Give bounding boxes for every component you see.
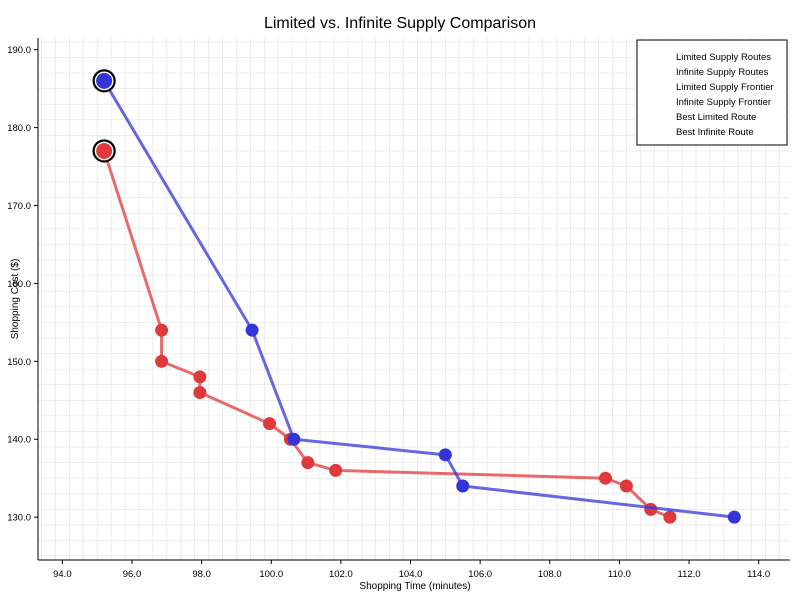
y-tick-label: 140.0 [7,435,31,446]
limited-supply-frontier-point [193,385,207,399]
legend-box [636,39,788,146]
limited-supply-frontier-point [663,510,677,524]
limited-supply-frontier-point [155,354,169,368]
legend: Limited Supply Routes Infinite Supply Ro… [636,39,788,146]
infinite-supply-frontier-point [287,432,301,446]
x-tick-label: 108.0 [538,569,562,580]
legend-item-best-limited: Best Limited Route [676,112,756,123]
legend-item-limited-frontier: Limited Supply Frontier [676,82,774,93]
infinite-supply-frontier-point [456,479,470,493]
x-tick-label: 112.0 [677,569,700,580]
chart-title: Limited vs. Infinite Supply Comparison [264,15,536,32]
x-tick-label: 104.0 [399,569,423,580]
infinite-supply-frontier-point [245,323,259,337]
series-group [92,69,741,524]
x-tick-label: 114.0 [747,569,770,580]
y-tick-label: 170.0 [7,201,31,212]
limited-supply-frontier-point [263,417,277,431]
x-tick-label: 106.0 [468,569,492,580]
limited-supply-frontier-point [329,463,343,477]
y-tick-label: 190.0 [7,45,31,56]
y-tick-label: 180.0 [7,123,31,134]
x-tick-label: 100.0 [259,569,283,580]
y-tick-label: 160.0 [7,279,31,290]
legend-item-infinite-frontier: Infinite Supply Frontier [676,97,771,108]
x-tick-label: 98.0 [192,569,211,580]
infinite-supply-frontier-point [438,448,452,462]
best-limited-route-marker [96,142,113,159]
x-tick-label: 102.0 [329,569,353,580]
x-tick-label: 110.0 [608,569,631,580]
limited-supply-frontier-line [102,150,671,519]
limited-supply-frontier-point [301,456,315,470]
infinite-supply-frontier-line [102,80,735,519]
limited-supply-frontier-point [193,370,207,384]
y-axis-label: Shopping Cost ($) [10,259,21,340]
legend-item-limited-routes: Limited Supply Routes [676,52,771,63]
x-tick-label: 94.0 [53,569,72,580]
x-tick-label: 96.0 [123,569,142,580]
x-axis-label: Shopping Time (minutes) [359,581,470,592]
limited-supply-frontier-point [619,479,633,493]
legend-item-infinite-routes: Infinite Supply Routes [676,67,769,78]
best-infinite-route-marker [96,72,113,89]
infinite-supply-frontier-point [727,510,741,524]
limited-supply-frontier-point [598,471,612,485]
limited-supply-frontier-point [155,323,169,337]
y-tick-label: 150.0 [7,357,31,368]
grid [38,38,790,560]
y-tick-label: 130.0 [7,513,31,524]
legend-item-best-infinite: Best Infinite Route [676,127,754,138]
axes: 94.0 96.0 98.0 100.0 102.0 104.0 106.0 108.0 110… [7,38,790,580]
